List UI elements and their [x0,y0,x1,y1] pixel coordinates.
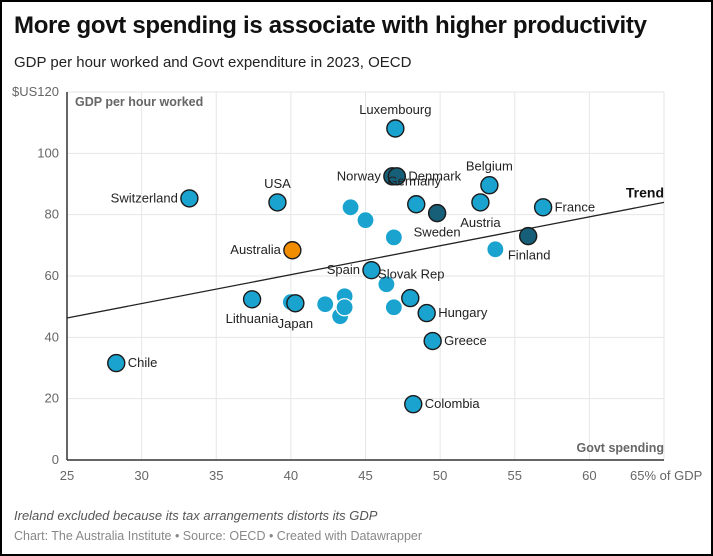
data-point-luxembourg [386,119,405,138]
data-point-austria [471,193,490,212]
y-axis-title: GDP per hour worked [75,95,203,109]
x-tick-label: 35 [209,468,223,483]
trend-line [66,201,665,319]
x-tick-label: 60 [582,468,596,483]
y-tick-label: 0 [52,452,59,467]
x-tick-label: 45 [358,468,372,483]
axes: 0 20 40 60 80 100 $US120 25 30 35 40 45 50 55 60 65% of… [12,84,702,483]
point-label: Sweden [414,225,461,240]
data-point-switzerland [180,189,199,208]
point-label: Austria [460,215,501,230]
data-point-belgium [480,176,499,195]
y-tick-label: 60 [45,268,59,283]
trend-label: Trend [626,184,664,200]
y-tick-label: 100 [37,145,59,160]
data-point-greece [423,331,442,351]
point-label: Denmark [408,168,461,183]
data-point-chile [107,353,126,373]
point-label: Greece [444,333,487,348]
data-point-japan [286,294,305,313]
data-point-australia [283,241,302,260]
point-label: Spain [327,262,360,277]
point-label: Colombia [425,396,481,411]
data-point-spain [362,260,381,280]
y-tick-label: $US120 [12,84,59,99]
points-group [107,119,553,414]
data-point-unlabelled [341,198,360,217]
x-axis-title: Govt spending [577,441,665,455]
x-tick-label: 40 [284,468,298,483]
point-label: Germany [388,174,442,189]
point-label: Japan [278,316,313,331]
point-label: Lithuania [226,311,280,326]
grid [67,91,665,460]
chart-note: Ireland excluded because its tax arrange… [14,508,378,523]
data-point-germany [407,195,426,214]
data-point-unlabelled [377,275,396,294]
x-tick-label: 25 [60,468,74,483]
x-tick-label: 65% of GDP [630,468,702,483]
y-tick-label: 80 [45,207,59,222]
point-labels-group: Chile Switzerland USA Australia Lithuania Jap… [111,102,595,411]
data-point-sweden [427,203,447,223]
data-point-colombia [404,394,423,414]
y-tick-label: 40 [45,329,59,344]
data-point-unlabelled [316,295,335,314]
data-point-unlabelled [335,298,354,317]
point-label: Hungary [438,305,488,320]
data-point-finland [518,226,538,246]
point-label: Australia [230,242,281,257]
point-label: Belgium [466,159,513,174]
data-point-lithuania [242,290,262,309]
data-point-slovak-rep [401,288,420,308]
point-label: Finland [508,248,551,263]
data-point-hungary [417,303,436,323]
chart-subtitle: GDP per hour worked and Govt expenditure… [14,54,412,71]
data-point-unlabelled [356,211,375,230]
y-tick-label: 20 [45,391,59,406]
data-point-denmark [387,167,407,186]
point-label: Slovak Rep [378,267,444,282]
chart-credit: Chart: The Australia Institute • Source:… [14,529,423,543]
chart-title: More govt spending is associate with hig… [14,12,647,39]
point-label: Chile [128,355,158,370]
data-point-usa [268,193,287,212]
x-tick-label: 50 [433,468,447,483]
data-point-unlabelled [384,298,403,317]
point-label: Switzerland [111,190,178,205]
point-label: Luxembourg [359,102,431,117]
x-tick-label: 30 [134,468,148,483]
point-label: USA [264,176,291,191]
point-label: Norway [337,168,382,183]
x-tick-label: 55 [508,468,522,483]
data-point-unlabelled [384,228,403,247]
point-label: France [555,199,595,214]
data-point-france [533,198,553,217]
trend-line-group: Trend [66,184,665,319]
data-point-unlabelled [486,240,505,259]
